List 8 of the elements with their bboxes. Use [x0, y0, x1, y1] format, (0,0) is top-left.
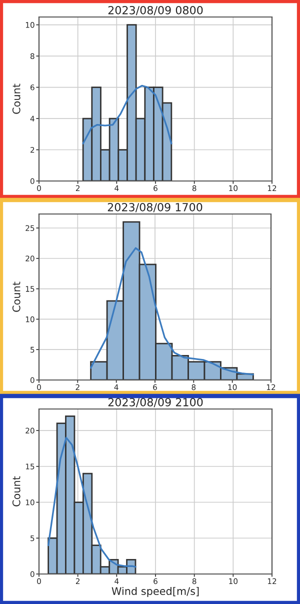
- x-axis-title: Wind speed[m/s]: [112, 586, 199, 598]
- y-axis-title: Count: [12, 476, 20, 506]
- y-axis-title: Count: [12, 84, 20, 114]
- chart-title: 2023/08/09 2100: [108, 398, 203, 408]
- y-axis-title: Count: [12, 282, 20, 312]
- line-series: [82, 84, 172, 144]
- chart-title: 2023/08/09 0800: [108, 6, 203, 16]
- chart-title: 2023/08/09 1700: [108, 202, 202, 212]
